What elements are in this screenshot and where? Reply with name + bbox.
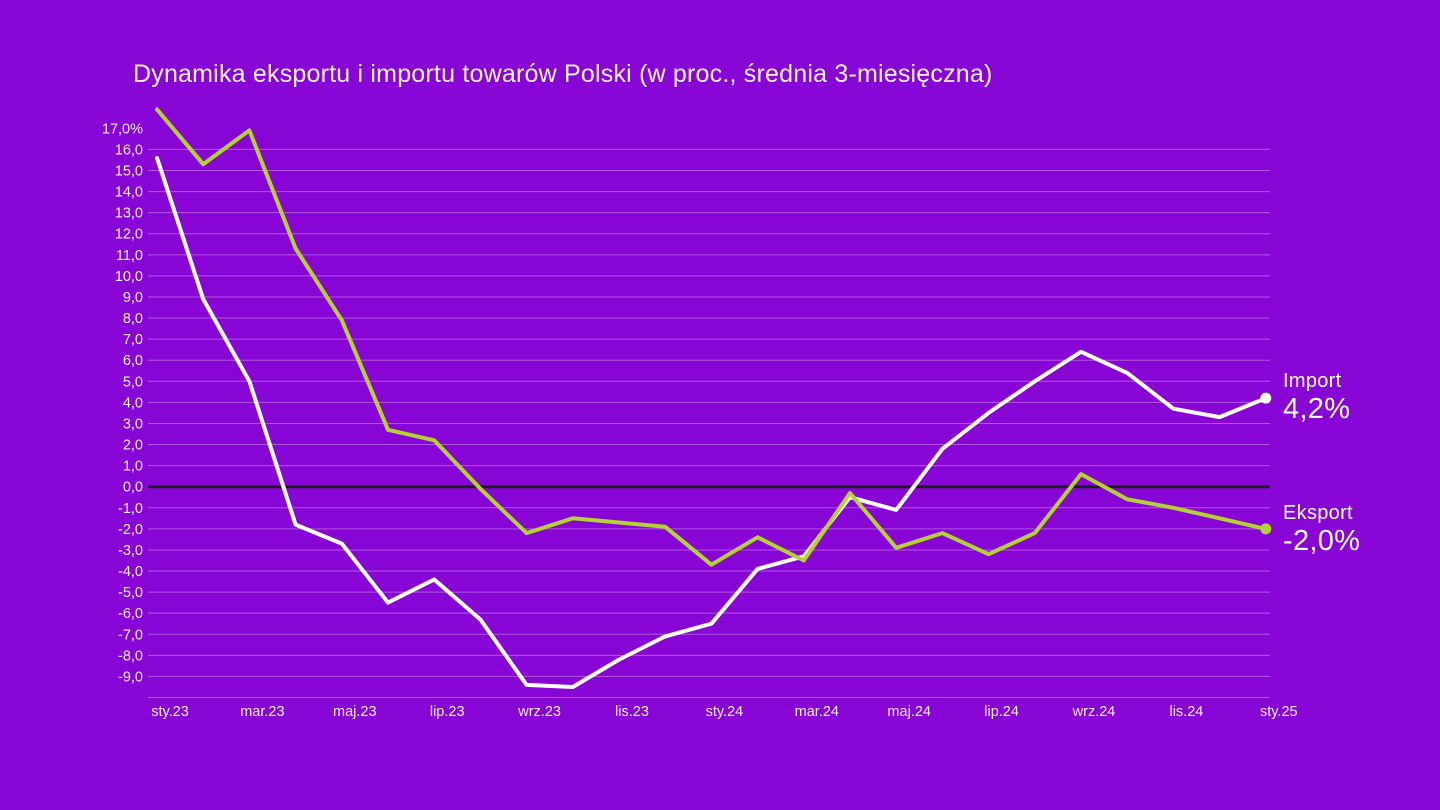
x-axis-tick-label: maj.23: [333, 704, 377, 720]
y-axis-tick-label: 9,0: [123, 290, 143, 306]
y-axis-tick-label: 0,0: [123, 480, 143, 496]
eksport-line: [155, 107, 1268, 567]
x-axis-tick-label: wrz.23: [517, 704, 561, 720]
eksport-endpoint-dot: [1260, 523, 1272, 535]
import-latest-value: 4,2%: [1283, 393, 1351, 425]
y-axis-tick-label: -9,0: [118, 669, 143, 685]
y-axis-tick-label: -5,0: [118, 585, 143, 601]
y-axis-tick-label: 4,0: [123, 395, 143, 411]
y-axis-tick-label: 15,0: [115, 164, 143, 180]
x-axis-tick-label: wrz.24: [1072, 704, 1116, 720]
y-axis-tick-label: 17,0%: [102, 121, 143, 137]
y-axis-tick-label: -6,0: [118, 606, 143, 622]
y-axis-tick-label: -2,0: [118, 522, 143, 538]
x-axis-tick-label: lip.23: [430, 704, 465, 720]
y-axis-tick-label: 6,0: [123, 353, 143, 369]
import-endpoint-dot: [1260, 392, 1272, 404]
eksport-latest-value: -2,0%: [1283, 525, 1361, 557]
y-axis-tick-label: 7,0: [123, 332, 143, 348]
x-axis-tick-label: maj.24: [887, 704, 931, 720]
y-axis-tick-label: -3,0: [118, 543, 143, 559]
x-axis-tick-label: lis.24: [1169, 704, 1203, 720]
y-axis-tick-label: 12,0: [115, 227, 143, 243]
chart-title: Dynamika eksportu i importu towarów Pols…: [133, 60, 993, 88]
y-axis-tick-label: 1,0: [123, 459, 143, 475]
y-axis-tick-label: 16,0: [115, 142, 143, 158]
y-axis-tick-label: -8,0: [118, 648, 143, 664]
y-axis-tick-label: 10,0: [115, 269, 143, 285]
x-axis-tick-label: lip.24: [984, 704, 1019, 720]
x-axis-tick-label: lis.23: [615, 704, 649, 720]
eksport-series-label: Eksport: [1283, 502, 1353, 524]
x-axis-tick-label: mar.23: [240, 704, 284, 720]
x-axis-tick-label: sty.24: [706, 704, 744, 720]
eksport-annotation: Eksport -2,0%: [1283, 502, 1360, 558]
x-axis-tick-label: mar.24: [795, 704, 839, 720]
x-axis-tick-label: sty.23: [151, 704, 189, 720]
import-series-label: Import: [1283, 370, 1342, 392]
import-annotation: Import 4,2%: [1283, 370, 1350, 426]
y-axis-tick-label: 13,0: [115, 206, 143, 222]
y-axis-tick-label: -4,0: [118, 564, 143, 580]
y-axis-tick-label: 2,0: [123, 438, 143, 454]
y-axis-tick-label: -1,0: [118, 501, 143, 517]
y-axis-tick-label: 11,0: [116, 248, 143, 264]
y-axis-tick-label: 14,0: [115, 185, 143, 201]
y-axis-tick-label: 5,0: [123, 374, 143, 390]
y-axis-tick-label: 3,0: [123, 416, 143, 432]
y-axis-tick-label: 8,0: [123, 311, 143, 327]
import-line: [155, 155, 1268, 689]
x-axis-tick-label: sty.25: [1260, 704, 1298, 720]
y-axis-tick-label: -7,0: [118, 627, 143, 643]
